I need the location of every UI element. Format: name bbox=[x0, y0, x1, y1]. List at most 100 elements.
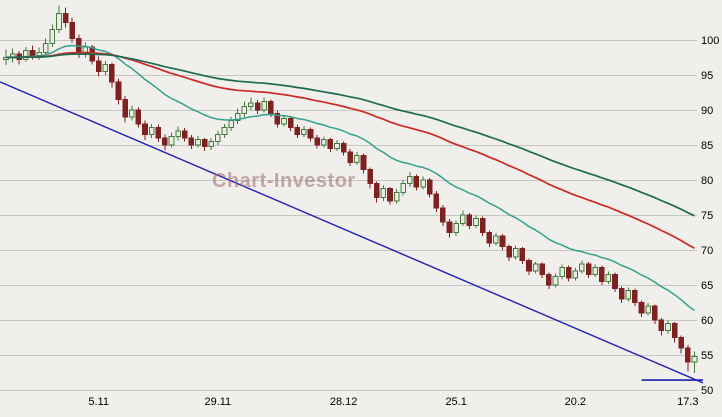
candle-body bbox=[175, 130, 181, 137]
candle-body bbox=[95, 60, 102, 72]
candle-body bbox=[387, 187, 393, 202]
candle-body bbox=[221, 126, 228, 135]
candle-body bbox=[671, 322, 678, 338]
candle-body bbox=[294, 126, 301, 135]
descending-trendline bbox=[0, 81, 704, 384]
candle-body bbox=[565, 266, 572, 279]
y-axis-label: 70 bbox=[701, 245, 713, 257]
candle-body bbox=[168, 136, 175, 146]
candle-body bbox=[307, 129, 314, 139]
ema-slow-line bbox=[5, 53, 695, 217]
candle-body bbox=[62, 12, 69, 23]
candle-body bbox=[440, 207, 446, 223]
y-axis-label: 55 bbox=[701, 350, 713, 362]
candle-body bbox=[135, 109, 142, 125]
candle-body bbox=[638, 301, 645, 314]
x-axis-label: 17.3 bbox=[677, 396, 698, 408]
candle-body bbox=[413, 175, 420, 188]
candle-body bbox=[685, 347, 691, 363]
candle-body bbox=[393, 192, 400, 202]
candle-body bbox=[506, 245, 512, 258]
candle-body bbox=[605, 273, 612, 282]
x-axis-label: 25.1 bbox=[445, 396, 466, 408]
candle-body bbox=[572, 270, 579, 279]
candle-body bbox=[651, 305, 658, 321]
candle-body bbox=[188, 137, 195, 146]
candle-body bbox=[268, 101, 274, 114]
candle-body bbox=[301, 129, 307, 135]
candle-body bbox=[195, 138, 201, 146]
candle-body bbox=[69, 21, 76, 39]
candle-body bbox=[691, 355, 698, 363]
candle-body bbox=[658, 319, 665, 331]
candle-body bbox=[281, 117, 287, 125]
candle-body bbox=[579, 263, 585, 272]
candle-body bbox=[36, 52, 42, 56]
candle-body bbox=[360, 154, 367, 170]
candle-body bbox=[479, 217, 486, 233]
candle-body bbox=[29, 49, 36, 56]
candle-body bbox=[612, 273, 618, 289]
candle-body bbox=[473, 217, 479, 226]
candle-body bbox=[592, 266, 598, 275]
candle-body bbox=[208, 140, 215, 147]
candle-body bbox=[354, 154, 360, 163]
candle-body bbox=[155, 126, 162, 139]
candle-body bbox=[261, 101, 267, 111]
candle-body bbox=[499, 235, 506, 247]
candle-body bbox=[493, 235, 499, 244]
y-axis-label: 100 bbox=[701, 35, 719, 47]
candle-body bbox=[618, 287, 625, 300]
candle-body bbox=[347, 151, 354, 163]
candle-body bbox=[122, 98, 128, 118]
candle-body bbox=[373, 182, 380, 198]
candle-body bbox=[559, 266, 565, 277]
candle-body bbox=[367, 168, 373, 184]
candle-body bbox=[446, 221, 453, 233]
candle-body bbox=[215, 133, 221, 142]
candle-body bbox=[665, 322, 671, 331]
candle-body bbox=[49, 28, 56, 44]
candle-body bbox=[109, 63, 115, 83]
candle-body bbox=[625, 290, 632, 300]
candle-body bbox=[234, 112, 241, 121]
y-axis-label: 80 bbox=[701, 175, 713, 187]
x-axis-label: 20.2 bbox=[565, 396, 586, 408]
candle-body bbox=[162, 137, 168, 146]
candle-body bbox=[459, 214, 466, 224]
candle-body bbox=[148, 126, 155, 135]
candle-body bbox=[539, 263, 546, 275]
candle-body bbox=[201, 138, 208, 147]
candle-body bbox=[327, 138, 334, 149]
candle-body bbox=[340, 143, 347, 153]
candle-body bbox=[599, 266, 605, 282]
candle-body bbox=[287, 117, 294, 128]
candle-body bbox=[512, 248, 519, 258]
candle-body bbox=[532, 263, 539, 272]
y-axis-label: 60 bbox=[701, 315, 713, 327]
candle-body bbox=[248, 102, 254, 107]
candle-body bbox=[632, 290, 638, 303]
candle-body bbox=[519, 248, 526, 261]
candle-body bbox=[56, 12, 62, 30]
y-axis-label: 85 bbox=[701, 140, 713, 152]
x-axis-label: 28.12 bbox=[330, 396, 358, 408]
ema-fast-line bbox=[5, 44, 695, 312]
y-axis-label: 50 bbox=[701, 385, 713, 397]
candle-body bbox=[678, 336, 685, 349]
y-axis-label: 75 bbox=[701, 210, 713, 222]
candle-body bbox=[420, 179, 426, 188]
candle-body bbox=[526, 259, 532, 272]
candle-body bbox=[466, 214, 473, 226]
candle-body bbox=[546, 273, 552, 286]
candle-body bbox=[426, 179, 433, 195]
x-axis-label: 29.11 bbox=[204, 396, 231, 408]
candle-body bbox=[241, 105, 248, 114]
candle-body bbox=[400, 182, 406, 193]
candle-body bbox=[552, 276, 559, 286]
candle-body bbox=[334, 143, 340, 149]
candle-body bbox=[320, 138, 327, 146]
